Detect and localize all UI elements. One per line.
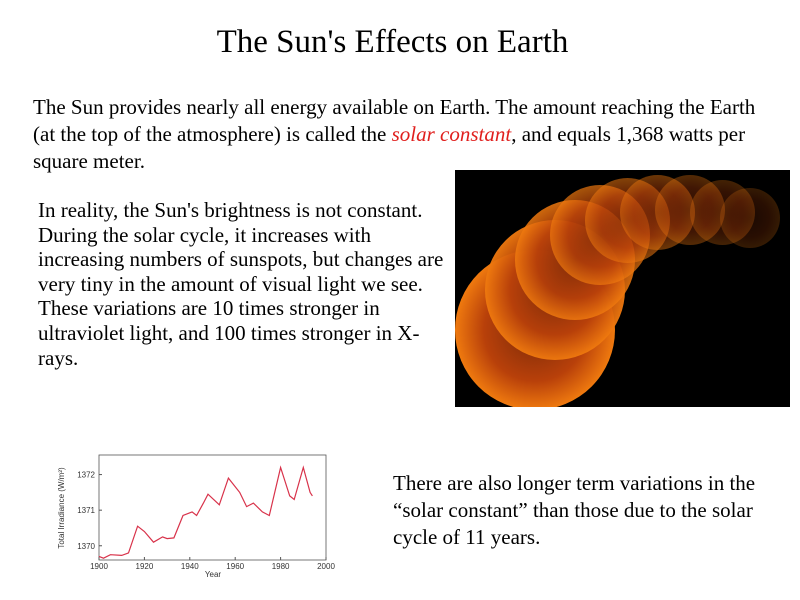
y-tick-label: 1371 <box>77 506 95 515</box>
x-tick-label: 1980 <box>272 562 290 571</box>
sun-disc <box>620 175 695 250</box>
variation-paragraph: In reality, the Sun's brightness is not … <box>38 198 444 370</box>
x-axis-label: Year <box>205 570 222 579</box>
intro-paragraph: The Sun provides nearly all energy avail… <box>33 94 773 175</box>
intro-text: The Sun provides nearly all energy avail… <box>33 95 756 146</box>
sun-disc <box>720 188 780 248</box>
y-tick-label: 1370 <box>77 542 95 551</box>
x-tick-label: 1920 <box>136 562 154 571</box>
solar-constant-term: solar constant <box>391 122 512 146</box>
irradiance-chart: 1900 1920 1940 1960 1980 2000 1370 1371 1372 Yea… <box>57 454 335 579</box>
x-tick-label: 1900 <box>90 562 108 571</box>
y-axis-label: Total Irradiance (W/m²) <box>57 467 66 549</box>
y-tick-label: 1372 <box>77 471 95 480</box>
x-tick-label: 1940 <box>181 562 199 571</box>
x-tick-label: 2000 <box>317 562 335 571</box>
solar-cycle-image <box>455 170 790 407</box>
plot-frame <box>98 454 327 561</box>
longterm-paragraph: There are also longer term variations in… <box>393 471 756 549</box>
x-tick-label: 1960 <box>226 562 244 571</box>
sun-disc <box>585 178 670 263</box>
slide-title: The Sun's Effects on Earth <box>216 24 569 60</box>
sun-disc <box>655 175 725 245</box>
intro-text-end: , and equals 1,368 watts per square mete… <box>33 122 746 173</box>
irradiance-line <box>98 465 313 559</box>
sun-disc <box>690 180 755 245</box>
